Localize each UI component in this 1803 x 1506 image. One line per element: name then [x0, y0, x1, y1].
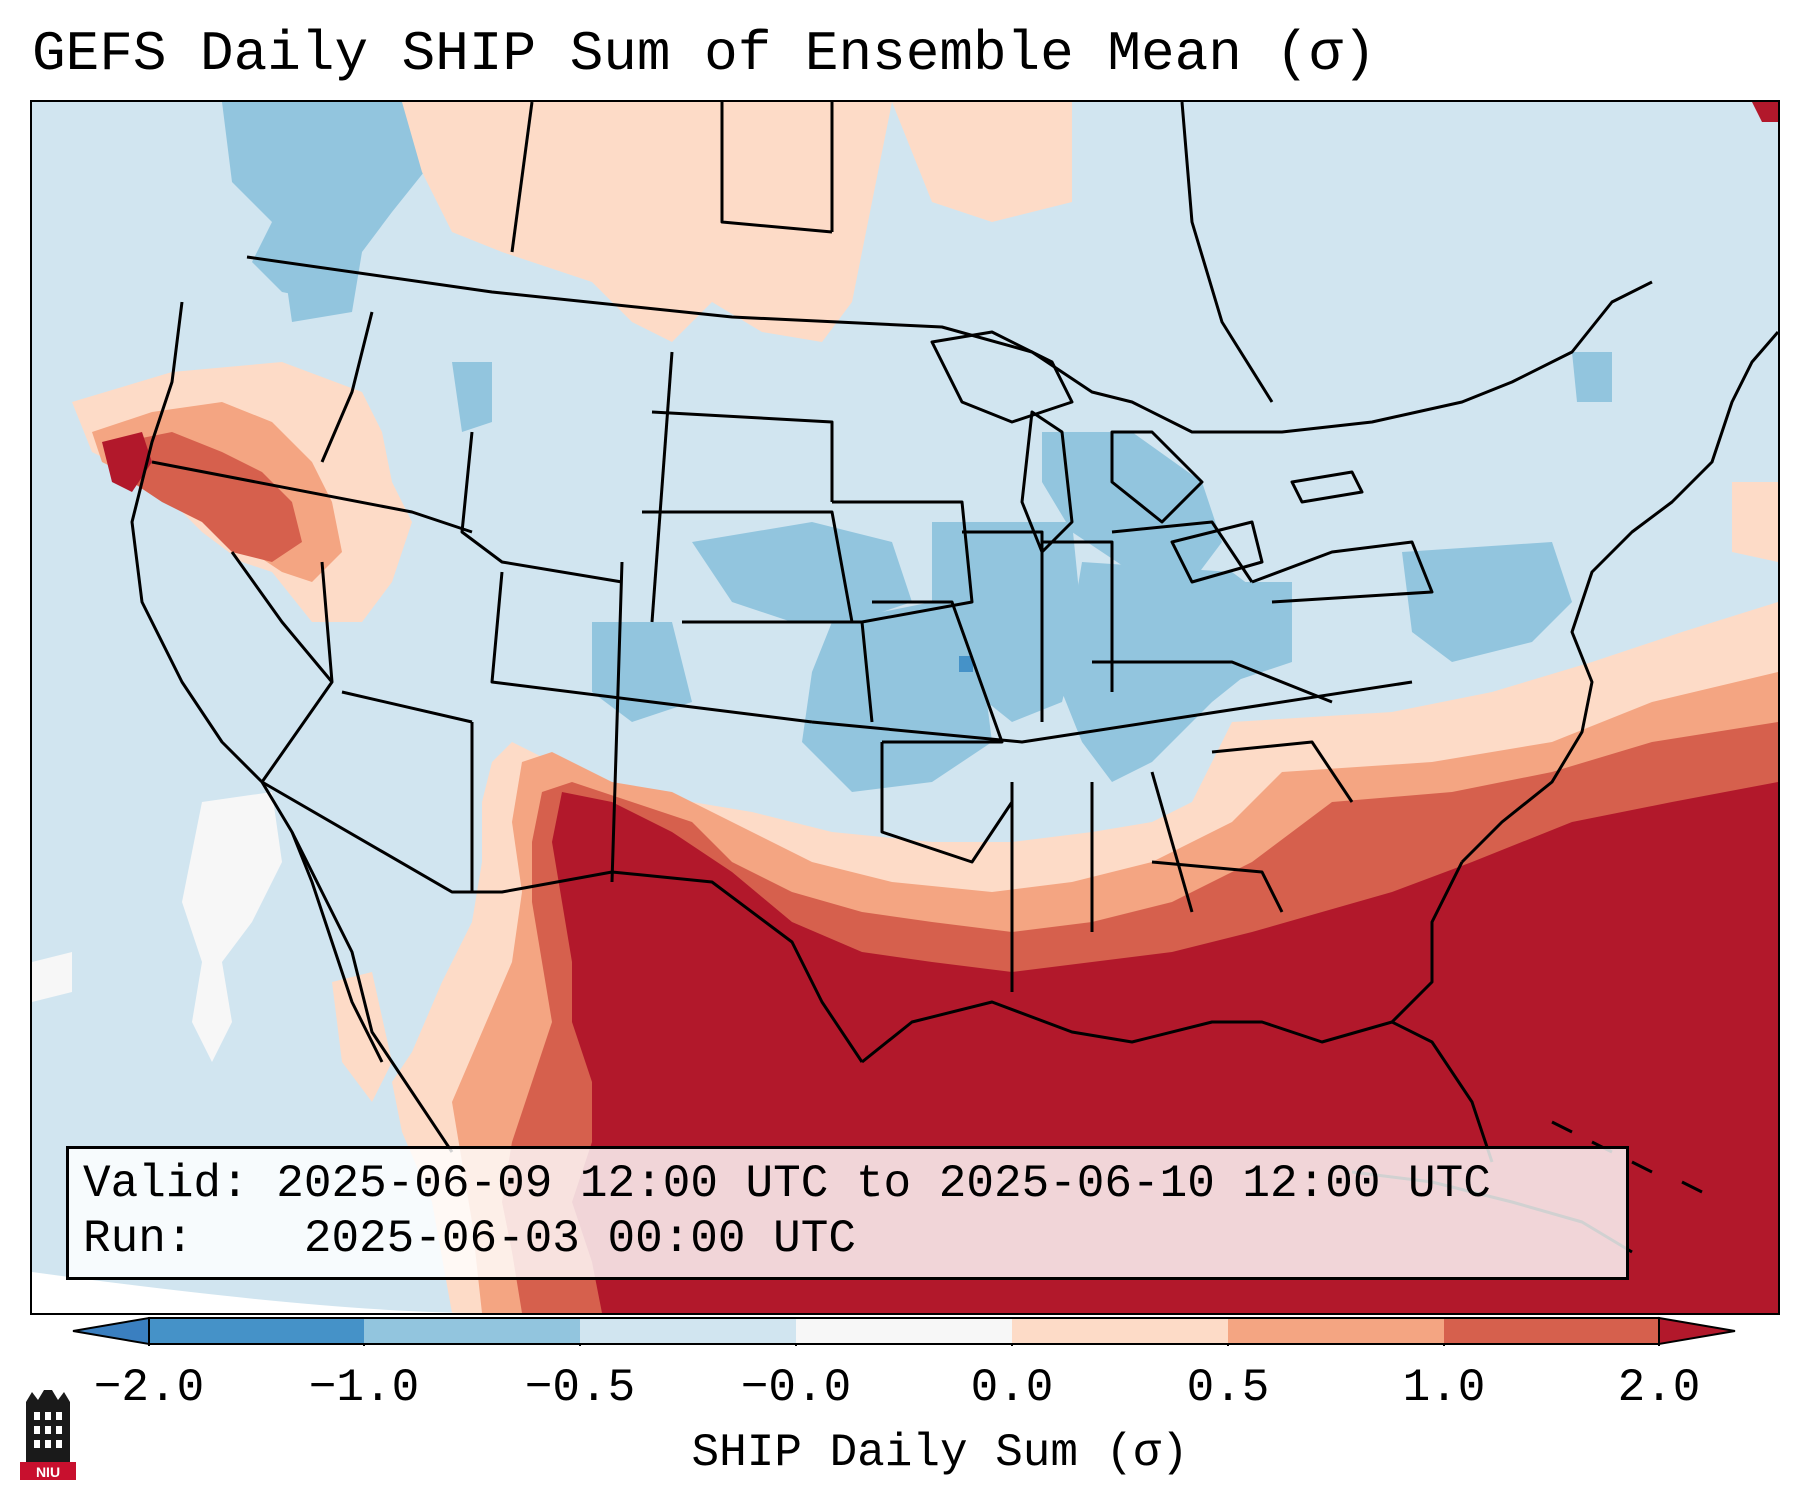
colorbar — [72, 1316, 1736, 1346]
gulf-coast — [861, 1000, 1494, 1163]
state-line-6 — [650, 351, 674, 623]
valid-value: 2025-06-09 12:00 UTC to 2025-06-10 12:00… — [276, 1158, 1491, 1210]
colorbar-tick-marks — [148, 1344, 1660, 1346]
state-line-21 — [1251, 540, 1434, 604]
state-line-2 — [320, 311, 374, 463]
colorbar-tick-label-4: −0.0 — [740, 1362, 852, 1414]
state-line-8 — [642, 510, 854, 623]
canada-province-line-2 — [720, 102, 833, 234]
colorbar-extend-high — [1658, 1316, 1736, 1346]
colorbar-tick-label-1: −2.0 — [93, 1362, 205, 1414]
colorbar-segment-6 — [1228, 1318, 1444, 1344]
state-line-22 — [1092, 660, 1333, 704]
niu-logo-icon: NIU — [20, 1390, 76, 1480]
state-line-15 — [811, 680, 1413, 744]
baja-coast — [290, 831, 384, 1063]
state-line-25 — [341, 690, 473, 724]
run-value: 2025-06-03 00:00 UTC — [303, 1213, 856, 1265]
colorbar-segment-1 — [149, 1318, 364, 1344]
chart-title: GEFS Daily SHIP Sum of Ensemble Mean (σ) — [32, 22, 1377, 86]
lake-michigan — [1020, 410, 1074, 554]
logo-text: NIU — [36, 1464, 60, 1480]
state-line-1 — [151, 460, 473, 534]
state-line-4 — [490, 571, 813, 724]
colorbar-segment-5 — [1012, 1318, 1228, 1344]
lake-erie — [1170, 520, 1264, 584]
pacific-coast — [130, 301, 454, 1153]
state-line-14 — [872, 600, 1004, 744]
colorbar-tick-label-7: 1.0 — [1402, 1362, 1486, 1414]
state-line-5 — [610, 561, 624, 883]
field-neutral-patches — [32, 792, 282, 1062]
florida-east-coast — [1390, 861, 1464, 1024]
lake-superior — [930, 330, 1074, 424]
colorbar-frame — [148, 1317, 1660, 1345]
canada-province-line-3 — [510, 102, 534, 253]
map-svg — [32, 102, 1778, 1313]
lake-ontario — [1290, 470, 1364, 504]
colorbar-extend-low — [72, 1316, 150, 1346]
lake-huron — [1110, 430, 1204, 524]
state-line-27 — [230, 551, 334, 683]
state-line-10 — [832, 500, 974, 624]
canada-province-line-1 — [1180, 102, 1274, 403]
colorbar-tick-label-2: −1.0 — [308, 1362, 420, 1414]
colorbar-segment-3 — [580, 1318, 796, 1344]
colorbar-segment-7 — [1444, 1318, 1659, 1344]
colorbar-tick-label-3: −0.5 — [524, 1362, 636, 1414]
colorbar-label: SHIP Daily Sum (σ) — [691, 1427, 1189, 1479]
atlantic-coast — [1460, 331, 1778, 864]
state-line-20 — [1211, 740, 1354, 803]
state-line-12 — [1042, 540, 1114, 692]
colorbar-tick-label-8: 2.0 — [1617, 1362, 1701, 1414]
map-outside-domain — [32, 1272, 482, 1313]
colorbar-segment-4 — [796, 1318, 1012, 1344]
colorbar-tick-label-6: 0.5 — [1186, 1362, 1270, 1414]
state-line-7 — [651, 410, 834, 502]
state-line-11 — [962, 530, 1044, 722]
map-panel — [30, 100, 1780, 1315]
us-mexico-border — [261, 780, 864, 1063]
colorbar-tick-label-5: 0.0 — [970, 1362, 1054, 1414]
valid-label: Valid: — [83, 1158, 249, 1210]
field-strong-negative-spots — [959, 656, 973, 672]
us-canada-border — [246, 255, 1653, 434]
state-line-16 — [880, 742, 1014, 864]
state-line-19 — [1150, 771, 1194, 913]
valid-run-info-box: Valid: 2025-06-09 12:00 UTC to 2025-06-1… — [66, 1146, 1629, 1280]
colorbar-segments — [72, 1316, 1736, 1346]
colorbar-segment-2 — [364, 1318, 580, 1344]
state-line-23 — [1151, 860, 1284, 913]
state-line-13 — [1111, 520, 1254, 583]
state-line-3 — [460, 431, 623, 584]
run-label: Run: — [83, 1213, 194, 1265]
